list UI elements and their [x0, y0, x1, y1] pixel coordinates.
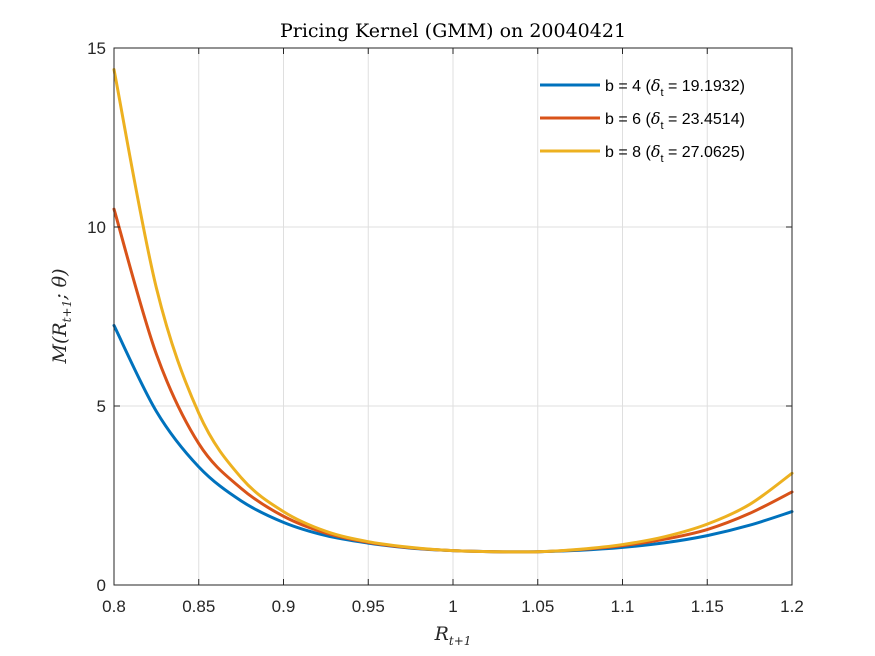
y-axis-label-prefix: M(R	[49, 322, 71, 364]
y-axis-label-suffix: ; θ)	[49, 269, 71, 301]
legend-label-2-prefix: b = 6 (	[605, 111, 651, 128]
legend-label-1: b = 4 (δt = 19.1932)	[605, 76, 745, 99]
x-tick-label: 1.15	[691, 597, 724, 616]
legend-label-3-sub: t	[660, 153, 663, 165]
legend-label-1-sub: t	[660, 87, 663, 99]
y-axis-label-sub: t+1	[60, 300, 74, 323]
chart-title: Pricing Kernel (GMM) on 20040421	[280, 20, 626, 42]
y-axis-label: M(Rt+1; θ)	[49, 269, 74, 365]
legend-label-2-symbol: δ	[651, 109, 661, 128]
x-tick-label: 0.8	[102, 597, 126, 616]
legend-label-2-suffix: = 23.4514)	[664, 111, 745, 128]
y-tick-label: 5	[97, 397, 106, 416]
y-tick-label: 10	[87, 218, 106, 237]
x-tick-label: 1.2	[780, 597, 804, 616]
x-tick-label: 0.9	[272, 597, 296, 616]
x-axis-label: Rt+1	[434, 623, 472, 648]
x-axis-label-base: R	[434, 623, 449, 645]
legend-label-2-sub: t	[660, 120, 663, 132]
x-tick-label: 0.95	[352, 597, 385, 616]
legend-entry-2: b = 6 (δt = 23.4514)	[540, 109, 745, 132]
series-lines	[112, 67, 794, 554]
series-line-3	[112, 67, 794, 554]
legend-label-2: b = 6 (δt = 23.4514)	[605, 109, 745, 132]
x-tick-label: 1	[448, 597, 457, 616]
legend-label-1-prefix: b = 4 (	[605, 78, 651, 95]
legend-entry-1: b = 4 (δt = 19.1932)	[540, 76, 745, 99]
y-tick-label: 15	[87, 39, 106, 58]
ticks	[113, 47, 793, 586]
legend-label-1-symbol: δ	[651, 76, 661, 95]
legend-label-3: b = 8 (δt = 27.0625)	[605, 142, 745, 165]
legend-entry-3: b = 8 (δt = 27.0625)	[540, 142, 745, 165]
y-tick-labels: 0 5 10 15	[87, 39, 106, 595]
legend-label-1-suffix: = 19.1932)	[664, 78, 745, 95]
legend-label-3-prefix: b = 8 (	[605, 144, 651, 161]
legend-label-3-symbol: δ	[651, 142, 661, 161]
y-tick-label: 0	[97, 576, 106, 595]
x-tick-labels: 0.8 0.85 0.9 0.95 1 1.05 1.1 1.15 1.2	[102, 597, 804, 616]
legend: b = 4 (δt = 19.1932) b = 6 (δt = 23.4514…	[540, 76, 745, 165]
legend-label-3-suffix: = 27.0625)	[664, 144, 745, 161]
x-axis-label-sub: t+1	[449, 634, 472, 648]
x-tick-label: 1.05	[521, 597, 554, 616]
x-tick-label: 0.85	[182, 597, 215, 616]
x-tick-label: 1.1	[611, 597, 635, 616]
